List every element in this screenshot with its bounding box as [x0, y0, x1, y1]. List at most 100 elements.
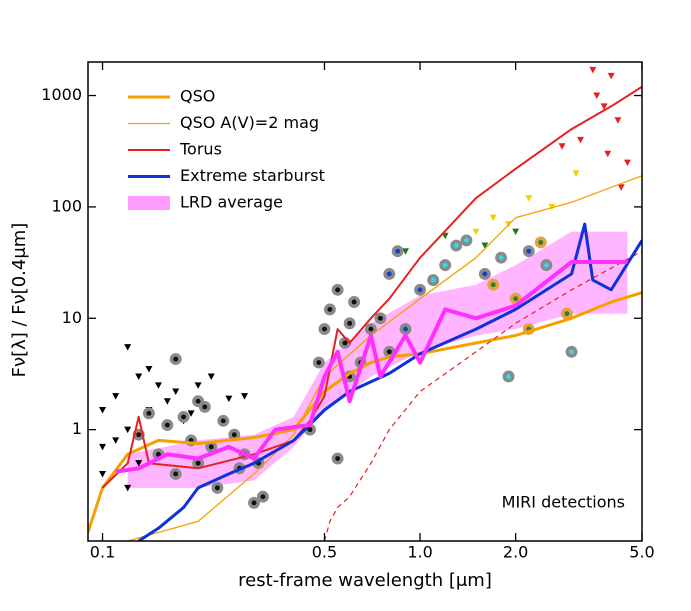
upper-limit [623, 159, 631, 167]
series-line [137, 222, 642, 541]
upper-limit [402, 248, 410, 255]
upper-limit [163, 398, 171, 405]
detection [323, 303, 336, 316]
detection [211, 481, 224, 494]
detection [348, 296, 361, 308]
x-axis-label: rest-frame wavelength [μm] [238, 570, 492, 591]
upper-limit [194, 382, 202, 389]
legend-label: LRD average [180, 193, 283, 212]
detection [205, 440, 218, 453]
detection [318, 323, 331, 336]
upper-limit [154, 382, 162, 389]
upper-limit [607, 72, 615, 80]
upper-limit [589, 66, 597, 74]
detection [450, 239, 463, 252]
upper-limit [241, 393, 249, 400]
detection [374, 312, 387, 325]
upper-limit [99, 407, 107, 414]
upper-limit [441, 232, 449, 240]
x-tick-label: 1.0 [407, 543, 432, 562]
upper-limit [124, 344, 132, 351]
detection [460, 234, 473, 247]
upper-limit [600, 103, 608, 110]
detection [169, 353, 182, 366]
y-tick-label: 1000 [41, 85, 82, 104]
upper-limit [489, 214, 497, 222]
plot-layer [88, 66, 642, 541]
y-axis-label: Fν[λ] / Fν[0.4μm] [9, 223, 30, 378]
upper-limit [225, 395, 233, 403]
detection [228, 428, 241, 441]
detection [177, 410, 190, 423]
detection [192, 395, 205, 408]
upper-limit [525, 195, 533, 202]
detection [391, 245, 404, 258]
upper-limit [617, 184, 625, 191]
detection [256, 490, 269, 503]
detection [383, 267, 396, 280]
x-tick-label: 5.0 [629, 543, 654, 562]
upper-limit [124, 484, 132, 492]
legend-swatch [128, 196, 170, 210]
series-line [115, 260, 628, 474]
y-tick-label: 100 [51, 196, 82, 215]
detection [331, 452, 344, 465]
detection [439, 259, 452, 272]
series-line [88, 291, 642, 533]
detection [364, 323, 377, 336]
detection [509, 292, 522, 305]
x-tick-label: 0.5 [312, 543, 337, 562]
upper-limit [614, 117, 622, 124]
detection [217, 414, 230, 427]
upper-limit [99, 470, 107, 478]
upper-limit [472, 228, 480, 236]
upper-limit [135, 373, 143, 380]
detection [565, 345, 578, 358]
upper-limit [576, 136, 584, 144]
upper-limit [604, 150, 612, 158]
upper-limit [172, 388, 180, 395]
legend-label: Extreme starburst [180, 166, 325, 185]
detection [142, 407, 155, 420]
plot-frame [87, 61, 643, 542]
detection [534, 236, 547, 249]
detection [540, 259, 553, 272]
detection [502, 370, 515, 383]
detection [522, 245, 535, 258]
detection [560, 307, 573, 320]
series-line [323, 250, 642, 541]
upper-limit [124, 426, 132, 434]
detection [161, 419, 174, 431]
detection [169, 467, 182, 480]
detection [343, 317, 356, 330]
upper-limit [99, 443, 107, 451]
upper-limit [572, 170, 580, 177]
detection [427, 274, 440, 287]
detection [414, 283, 427, 296]
upper-limit [187, 410, 195, 417]
upper-limit [112, 393, 120, 400]
series-line [127, 175, 642, 541]
detection [312, 356, 325, 369]
y-tick-label: 10 [62, 308, 82, 327]
x-tick-label: 0.1 [90, 543, 115, 562]
detection [248, 496, 260, 509]
detection [331, 283, 344, 296]
upper-limit [558, 143, 566, 150]
y-tick-label: 1 [72, 419, 82, 438]
detection [399, 323, 412, 336]
x-tick-label: 2.0 [503, 543, 528, 562]
legend-label: Torus [179, 140, 222, 159]
upper-limit [481, 242, 489, 250]
upper-limit [135, 460, 143, 467]
detection [487, 278, 500, 291]
legend-label: QSO [180, 87, 215, 106]
upper-limit [112, 437, 120, 444]
legend-label: QSO A(V)=2 mag [180, 113, 319, 132]
detection [495, 251, 508, 264]
upper-limit [207, 373, 215, 380]
annotation: MIRI detections [502, 493, 625, 512]
detection [478, 267, 491, 280]
